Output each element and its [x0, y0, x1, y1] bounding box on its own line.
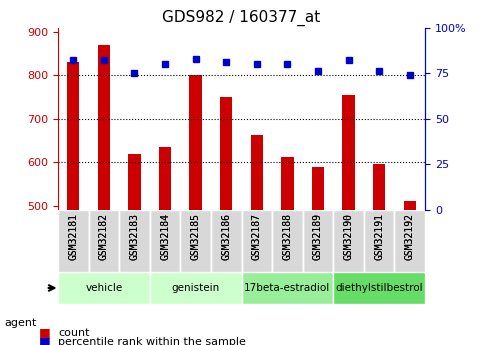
- Text: GSM32183: GSM32183: [129, 213, 140, 260]
- Bar: [312, 167, 324, 210]
- Text: GSM32183: GSM32183: [129, 213, 140, 260]
- FancyBboxPatch shape: [364, 210, 395, 272]
- Text: GSM32186: GSM32186: [221, 213, 231, 260]
- Text: genistein: genistein: [171, 283, 220, 293]
- Text: GSM32187: GSM32187: [252, 213, 262, 260]
- FancyBboxPatch shape: [180, 210, 211, 272]
- FancyBboxPatch shape: [150, 210, 180, 272]
- Text: GSM32186: GSM32186: [221, 213, 231, 260]
- Bar: [404, 201, 416, 210]
- Bar: [220, 97, 232, 210]
- Bar: [189, 75, 202, 210]
- Text: GSM32188: GSM32188: [283, 213, 292, 260]
- Text: GSM32188: GSM32188: [283, 213, 292, 260]
- FancyBboxPatch shape: [58, 210, 88, 272]
- Text: vehicle: vehicle: [85, 283, 123, 293]
- Text: diethylstilbestrol: diethylstilbestrol: [335, 283, 423, 293]
- Bar: [98, 45, 110, 210]
- Text: GSM32191: GSM32191: [374, 213, 384, 260]
- Text: ■: ■: [39, 326, 50, 339]
- FancyBboxPatch shape: [333, 210, 364, 272]
- FancyBboxPatch shape: [272, 210, 303, 272]
- FancyBboxPatch shape: [242, 272, 333, 304]
- Text: percentile rank within the sample: percentile rank within the sample: [58, 337, 246, 345]
- Text: GSM32191: GSM32191: [374, 213, 384, 260]
- Title: GDS982 / 160377_at: GDS982 / 160377_at: [162, 10, 321, 26]
- Text: GSM32192: GSM32192: [405, 213, 415, 260]
- Text: agent: agent: [5, 318, 37, 327]
- Bar: [251, 135, 263, 210]
- Text: GSM32184: GSM32184: [160, 213, 170, 260]
- Text: count: count: [58, 328, 89, 338]
- Bar: [159, 147, 171, 210]
- FancyBboxPatch shape: [58, 272, 150, 304]
- Bar: [281, 157, 294, 210]
- Text: GSM32181: GSM32181: [68, 213, 78, 260]
- Bar: [128, 154, 141, 210]
- Text: GSM32187: GSM32187: [252, 213, 262, 260]
- Text: GSM32190: GSM32190: [343, 213, 354, 260]
- Text: GSM32185: GSM32185: [191, 213, 200, 260]
- FancyBboxPatch shape: [242, 210, 272, 272]
- Text: GSM32181: GSM32181: [68, 213, 78, 260]
- Text: 17beta-estradiol: 17beta-estradiol: [244, 283, 330, 293]
- Bar: [67, 62, 79, 210]
- FancyBboxPatch shape: [395, 210, 425, 272]
- Text: GSM32189: GSM32189: [313, 213, 323, 260]
- FancyBboxPatch shape: [333, 272, 425, 304]
- Text: GSM32189: GSM32189: [313, 213, 323, 260]
- Text: GSM32190: GSM32190: [343, 213, 354, 260]
- FancyBboxPatch shape: [119, 210, 150, 272]
- FancyBboxPatch shape: [211, 210, 242, 272]
- FancyBboxPatch shape: [303, 210, 333, 272]
- Text: ■: ■: [39, 335, 50, 345]
- FancyBboxPatch shape: [150, 272, 242, 304]
- Text: GSM32185: GSM32185: [191, 213, 200, 260]
- Text: GSM32182: GSM32182: [99, 213, 109, 260]
- Text: GSM32184: GSM32184: [160, 213, 170, 260]
- FancyBboxPatch shape: [88, 210, 119, 272]
- Text: GSM32182: GSM32182: [99, 213, 109, 260]
- Bar: [342, 95, 355, 210]
- Bar: [373, 164, 385, 210]
- Text: GSM32192: GSM32192: [405, 213, 415, 260]
